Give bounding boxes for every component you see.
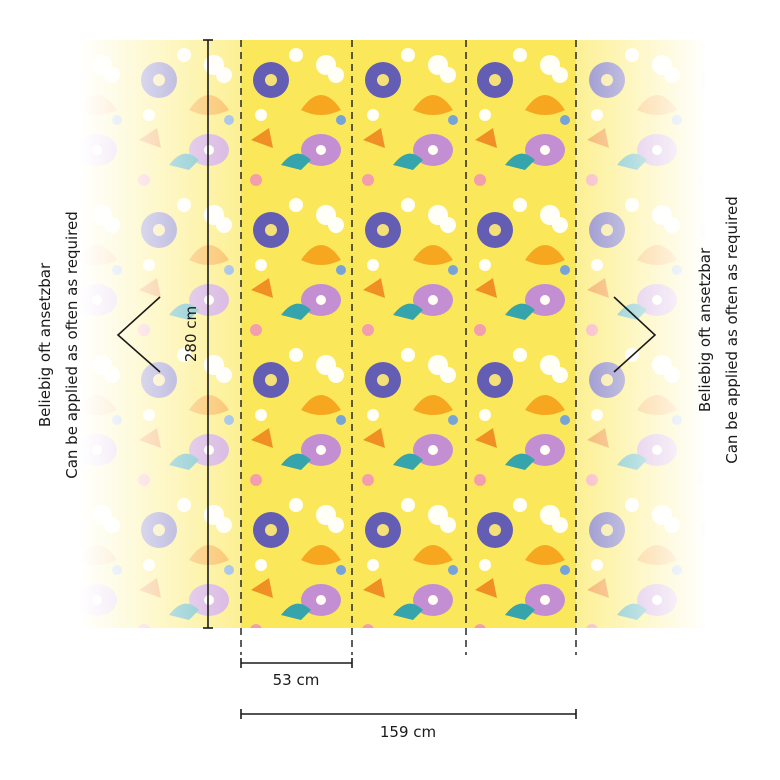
strip-dividers xyxy=(240,40,577,655)
strip-width-dimension xyxy=(240,658,353,668)
pattern-left-fade xyxy=(80,40,241,628)
strip-width-label: 53 cm xyxy=(273,671,320,689)
total-width-dimension xyxy=(240,709,577,719)
height-dimension xyxy=(203,39,213,629)
wallpaper-panel xyxy=(241,40,576,628)
right-note-line2: Can be applied as often as required xyxy=(723,196,741,464)
pattern-right-fade xyxy=(576,40,706,628)
height-label: 280 cm xyxy=(182,306,200,362)
right-note-line1: Beliebig oft ansetzbar xyxy=(696,247,714,412)
left-note-line2: Can be applied as often as required xyxy=(63,211,81,479)
right-chevron xyxy=(613,296,657,373)
left-chevron xyxy=(116,296,161,373)
total-width-label: 159 cm xyxy=(380,723,436,741)
left-note-line1: Beliebig oft ansetzbar xyxy=(36,262,54,427)
